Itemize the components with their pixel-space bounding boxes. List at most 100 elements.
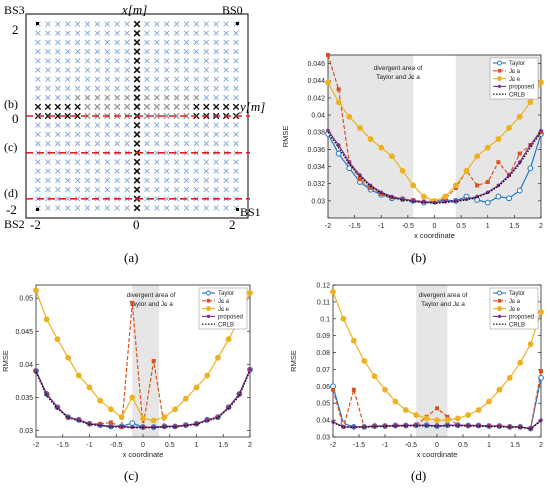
grid-cross	[193, 67, 200, 73]
grid-cross	[233, 122, 239, 128]
series-point	[538, 309, 544, 315]
grid-cross	[223, 48, 229, 55]
grid-cross	[154, 196, 160, 202]
grid-cross	[183, 39, 190, 46]
grid-cross	[133, 186, 141, 193]
series-point	[346, 113, 353, 120]
grid-cross	[223, 122, 229, 128]
legend-label: Jɕ a	[509, 69, 521, 75]
grid-cross	[183, 168, 190, 174]
legend-marker	[497, 299, 502, 303]
series-point	[367, 136, 374, 142]
grid-cross	[233, 58, 239, 64]
series-point	[420, 193, 427, 200]
grid-cross	[94, 58, 101, 64]
grid-cross	[55, 196, 61, 202]
grid-cross	[213, 48, 219, 55]
y-tick-label: 0.032	[307, 181, 325, 188]
grid-cross	[55, 177, 61, 184]
grid-cross	[64, 103, 71, 110]
grid-cross	[124, 39, 130, 46]
legend-marker	[497, 314, 502, 318]
series-point	[465, 412, 472, 418]
grid-cross	[124, 140, 130, 147]
caption-b: (b)	[411, 250, 426, 265]
grid-cross	[74, 76, 81, 82]
series-point	[379, 190, 384, 195]
grid-cross	[84, 85, 91, 92]
grid-cross	[233, 85, 239, 92]
series-point	[34, 369, 38, 373]
x-tick-label: -0.5	[405, 442, 417, 449]
grid-cross	[55, 122, 61, 128]
grid-cross	[213, 58, 219, 64]
y-axis-label: y[m]	[238, 99, 265, 114]
grid-cross	[104, 85, 111, 92]
y-tick-label: 0.03	[311, 198, 325, 205]
grid-cross	[154, 159, 160, 165]
grid-cross	[144, 67, 150, 73]
grid-cross	[213, 177, 219, 184]
series-point	[392, 398, 399, 405]
grid-cross	[133, 167, 141, 175]
legend-marker	[497, 290, 502, 296]
series-point	[150, 417, 157, 424]
grid-cross	[183, 140, 190, 147]
grid-cross	[74, 67, 81, 73]
grid-cross	[45, 21, 51, 27]
bs2-dot	[36, 208, 39, 211]
grid-cross	[104, 122, 111, 128]
grid-cross	[114, 21, 120, 27]
grid-cross	[213, 140, 219, 147]
grid-cross	[45, 39, 51, 46]
series-point	[326, 128, 330, 133]
legend-label: proposed	[509, 85, 534, 91]
grid-cross	[54, 103, 61, 110]
x-tick-label: -1	[86, 442, 92, 449]
panel-a-crosses	[34, 20, 240, 212]
grid-cross	[114, 131, 120, 138]
grid-cross	[104, 58, 111, 64]
grid-cross	[173, 122, 180, 128]
y-tick-label: 0.036	[307, 147, 325, 154]
x-tick-label: 1	[487, 442, 491, 449]
grid-cross	[213, 67, 219, 73]
annotation-text: divergent area of	[127, 292, 176, 299]
grid-cross	[45, 140, 51, 147]
grid-cross	[173, 159, 180, 165]
grid-cross	[35, 159, 41, 165]
grid-cross	[144, 94, 150, 101]
grid-cross	[203, 186, 210, 193]
grid-cross	[84, 205, 91, 211]
legend-label: Jɕ a	[509, 299, 521, 305]
series-point	[108, 420, 113, 425]
grid-cross	[233, 177, 239, 184]
caption-d: (d)	[411, 468, 426, 483]
series-line-4	[327, 131, 542, 204]
grid-cross	[104, 177, 111, 184]
grid-cross	[104, 67, 111, 73]
grid-cross	[183, 48, 190, 55]
legend-label: CRLB	[509, 322, 525, 328]
grid-cross	[144, 39, 150, 46]
grid-cross	[144, 131, 150, 138]
grid-cross	[94, 21, 101, 27]
grid-cross	[74, 159, 81, 165]
series-point	[357, 125, 363, 131]
grid-cross	[133, 66, 141, 74]
grid-cross	[163, 48, 170, 55]
grid-cross	[144, 140, 150, 147]
grid-cross	[223, 85, 229, 92]
grid-cross	[163, 103, 170, 110]
series-point	[434, 417, 440, 424]
grid-cross	[64, 131, 71, 138]
grid-cross	[163, 21, 170, 27]
grid-cross	[74, 94, 81, 101]
legend-marker	[497, 306, 502, 312]
grid-cross	[45, 85, 51, 92]
grid-cross	[55, 48, 61, 55]
series-point	[130, 300, 135, 305]
series-point	[475, 407, 482, 413]
grid-cross	[213, 30, 219, 36]
